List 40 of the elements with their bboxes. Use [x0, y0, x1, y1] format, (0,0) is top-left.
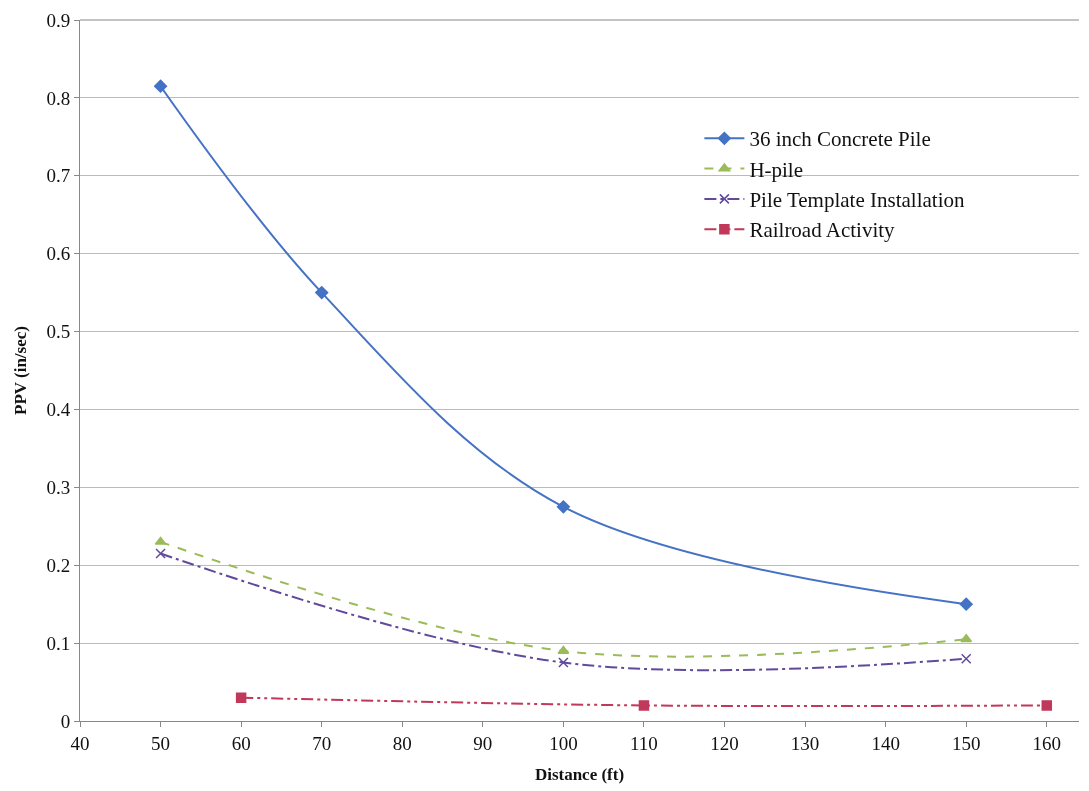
x-tick-label: 150: [951, 732, 981, 754]
x-tick-label: 100: [549, 732, 578, 754]
y-tick-label: 0.4: [46, 399, 71, 421]
x-tick-label: 160: [1032, 732, 1062, 754]
point: [235, 692, 247, 703]
point: [315, 286, 329, 300]
y-tick-label: 0.8: [46, 87, 71, 109]
y-tick-label: 0: [60, 710, 71, 732]
point: [960, 653, 972, 664]
y-tick-label: 0.3: [46, 476, 71, 498]
x-tick-label: 120: [710, 732, 739, 754]
point: [556, 500, 570, 514]
x-tick-label: 90: [473, 732, 493, 754]
y-tick-label: 0.1: [46, 632, 71, 654]
x-tick-label: 60: [231, 732, 251, 754]
x-tick-label: 80: [392, 732, 412, 754]
point: [1041, 700, 1053, 711]
y-tick-label: 0.9: [46, 9, 71, 31]
point: [155, 548, 166, 559]
x-tick-label: 40: [70, 732, 90, 754]
y-tick-label: 0.6: [46, 243, 71, 265]
y-tick-label: 0.7: [46, 165, 71, 187]
legend-label: Pile Template Installation: [749, 188, 965, 213]
legend-label: H-pile: [749, 157, 804, 182]
legend-label: Railroad Activity: [749, 218, 896, 243]
x-tick-label: 130: [790, 732, 820, 754]
y-axis-title: PPV (in/sec): [11, 326, 30, 415]
point: [959, 597, 973, 611]
x-tick-label: 140: [871, 732, 900, 754]
x-tick-label: 110: [630, 732, 658, 754]
x-tick-label: 70: [312, 732, 332, 754]
point: [153, 79, 168, 93]
x-axis-title: Distance (ft): [534, 765, 625, 785]
point: [960, 633, 973, 643]
legend-label: 36 inch Concrete Pile: [749, 127, 931, 152]
y-tick-label: 0.5: [46, 321, 71, 343]
point: [638, 700, 650, 711]
x-tick-label: 50: [151, 732, 171, 754]
point: [558, 657, 569, 668]
y-tick-label: 0.2: [46, 554, 71, 576]
